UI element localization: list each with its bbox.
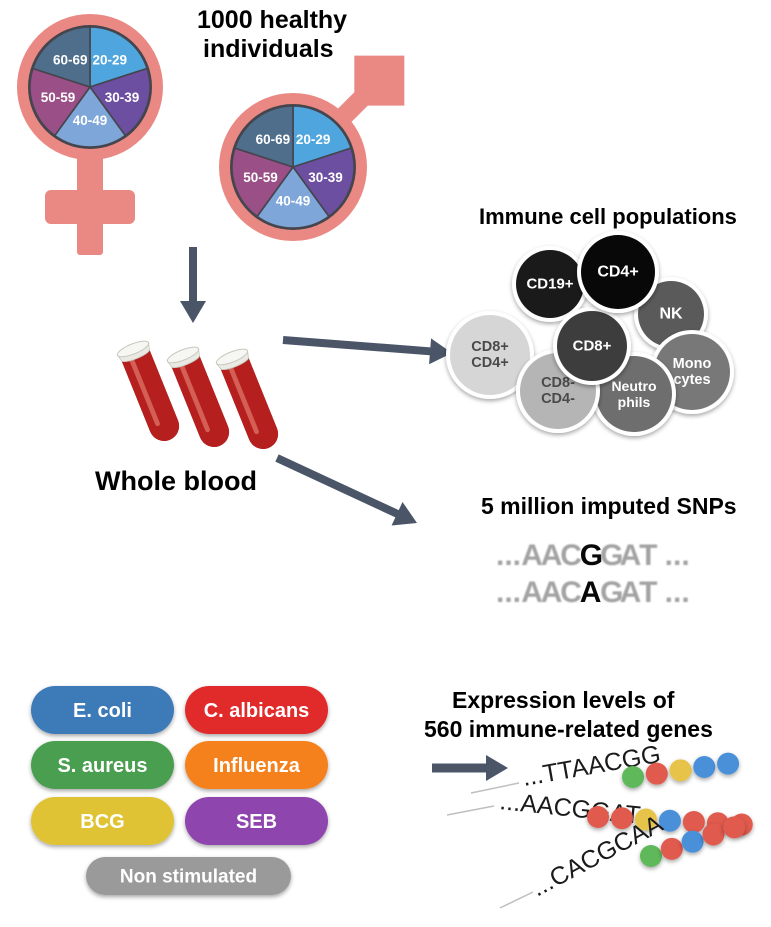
svg-text:560 immune-related genes: 560 immune-related genes <box>424 716 713 742</box>
svg-text:individuals: individuals <box>203 35 334 63</box>
svg-text:A: A <box>580 576 602 609</box>
svg-text:A: A <box>541 539 563 572</box>
svg-text:A: A <box>521 576 543 609</box>
svg-text:T: T <box>639 539 657 572</box>
svg-text:Non stimulated: Non stimulated <box>120 867 257 888</box>
svg-text:Whole blood: Whole blood <box>95 466 257 496</box>
svg-text:Expression levels of: Expression levels of <box>452 687 675 713</box>
svg-text:60-69: 60-69 <box>53 52 88 67</box>
svg-text:1000 healthy: 1000 healthy <box>197 6 347 34</box>
svg-text:Immune cell populations: Immune cell populations <box>479 204 737 229</box>
svg-text:A: A <box>541 576 563 609</box>
svg-text:T: T <box>639 576 657 609</box>
svg-text:50-59: 50-59 <box>243 170 278 185</box>
svg-text:A: A <box>620 576 642 609</box>
svg-text:BCG: BCG <box>80 811 124 833</box>
svg-text:Influenza: Influenza <box>213 755 301 777</box>
svg-text:CD4+: CD4+ <box>597 264 638 281</box>
svg-text:A: A <box>620 539 642 572</box>
svg-text:cytes: cytes <box>673 372 710 388</box>
svg-text:CD19+: CD19+ <box>526 276 573 293</box>
svg-text:...: ... <box>496 576 521 609</box>
svg-text:...: ... <box>496 539 521 572</box>
svg-text:CD4+: CD4+ <box>471 355 508 371</box>
svg-text:40-49: 40-49 <box>276 194 311 209</box>
svg-text:phils: phils <box>618 394 651 410</box>
svg-text:SEB: SEB <box>236 811 277 833</box>
svg-text:S. aureus: S. aureus <box>57 755 147 777</box>
svg-text:Mono: Mono <box>673 356 712 372</box>
svg-text:60-69: 60-69 <box>256 132 291 147</box>
svg-text:E. coli: E. coli <box>73 700 132 722</box>
svg-text:CD8+: CD8+ <box>471 339 508 355</box>
svg-text:20-29: 20-29 <box>296 132 331 147</box>
svg-text:Neutro: Neutro <box>611 378 656 394</box>
svg-text:20-29: 20-29 <box>92 52 127 67</box>
svg-text:C: C <box>560 539 582 572</box>
svg-text:40-49: 40-49 <box>73 113 108 128</box>
svg-text:NK: NK <box>659 306 683 323</box>
svg-text:CD4-: CD4- <box>541 391 575 407</box>
svg-text:5 million imputed SNPs: 5 million imputed SNPs <box>481 493 737 519</box>
svg-text:...: ... <box>665 539 690 572</box>
svg-text:C. albicans: C. albicans <box>204 700 310 722</box>
svg-text:A: A <box>521 539 543 572</box>
svg-text:30-39: 30-39 <box>105 90 140 105</box>
svg-text:C: C <box>560 576 582 609</box>
svg-text:30-39: 30-39 <box>308 170 343 185</box>
svg-text:50-59: 50-59 <box>41 90 76 105</box>
svg-text:CD8+: CD8+ <box>573 338 612 355</box>
svg-text:...: ... <box>665 576 690 609</box>
